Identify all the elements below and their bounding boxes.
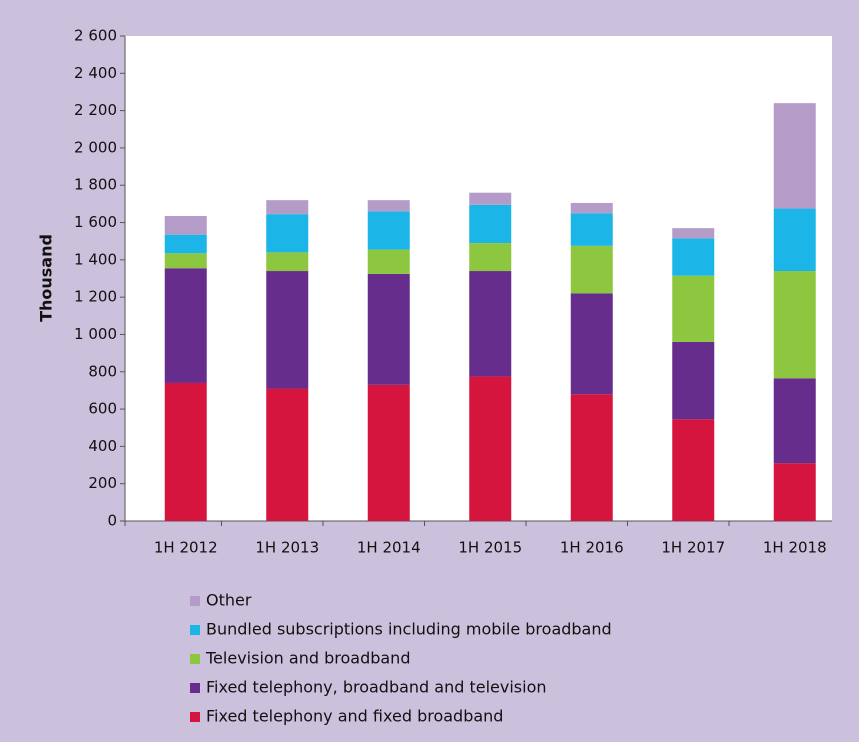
- y-tick-label: 2 200: [74, 101, 117, 119]
- legend-label: Television and broadband: [205, 649, 410, 668]
- y-tick-label: 1 000: [74, 325, 117, 343]
- y-tick-label: 1 200: [74, 288, 117, 306]
- legend-label: Other: [206, 591, 252, 610]
- bar-segment: [469, 204, 512, 244]
- bar-segment: [367, 211, 410, 250]
- y-tick-label: 800: [88, 362, 117, 380]
- bar-segment: [773, 378, 816, 464]
- y-tick-label: 200: [88, 474, 117, 492]
- bar-segment: [570, 213, 613, 246]
- x-tick-label: 1H 2014: [357, 539, 421, 557]
- y-tick-label: 2 000: [74, 138, 117, 156]
- bar-segment: [367, 273, 410, 385]
- legend-swatch: [190, 683, 200, 693]
- bar-segment: [469, 376, 512, 521]
- legend-label: Fixed telephony, broadband and televisio…: [206, 678, 547, 697]
- y-tick-label: 1 400: [74, 250, 117, 268]
- bar-segment: [164, 216, 207, 235]
- bar-segment: [570, 202, 613, 214]
- bar-segment: [672, 341, 715, 420]
- legend-swatch: [190, 654, 200, 664]
- bar-segment: [266, 200, 309, 215]
- y-tick-label: 400: [88, 437, 117, 455]
- legend-label: Fixed telephony and fixed broadband: [206, 707, 503, 726]
- bar-segment: [367, 384, 410, 521]
- bar-segment: [672, 419, 715, 521]
- bar-segment: [469, 192, 512, 205]
- bar-segment: [570, 293, 613, 395]
- y-tick-label: 600: [88, 400, 117, 418]
- bar-segment: [672, 228, 715, 239]
- x-tick-label: 1H 2015: [458, 539, 522, 557]
- bar-segment: [266, 252, 309, 272]
- bar-segment: [164, 234, 207, 254]
- bar-segment: [266, 271, 309, 389]
- y-tick-label: 2 600: [74, 27, 117, 45]
- legend-swatch: [190, 712, 200, 722]
- bar-segment: [773, 208, 816, 272]
- bar-segment: [164, 253, 207, 269]
- bar-segment: [164, 268, 207, 383]
- bar-segment: [164, 382, 207, 521]
- legend-label: Bundled subscriptions including mobile b…: [206, 620, 612, 639]
- y-tick-label: 2 400: [74, 64, 117, 82]
- x-tick-label: 1H 2016: [560, 539, 624, 557]
- bar-segment: [367, 249, 410, 274]
- x-tick-label: 1H 2013: [255, 539, 319, 557]
- bar-segment: [570, 394, 613, 521]
- bar-segment: [266, 388, 309, 521]
- bar-segment: [773, 271, 816, 379]
- bar-segment: [469, 271, 512, 377]
- legend-swatch: [190, 625, 200, 635]
- bar-segment: [773, 463, 816, 521]
- y-tick-label: 1 600: [74, 213, 117, 231]
- bar-segment: [570, 245, 613, 294]
- y-tick-label: 0: [107, 512, 117, 530]
- x-tick-label: 1H 2017: [661, 539, 725, 557]
- bar-segment: [672, 238, 715, 276]
- y-tick-label: 1 800: [74, 176, 117, 194]
- bar-segment: [469, 243, 512, 272]
- x-tick-label: 1H 2018: [763, 539, 827, 557]
- bar-segment: [773, 103, 816, 209]
- x-tick-label: 1H 2012: [154, 539, 218, 557]
- y-axis-label: Thousand: [37, 234, 56, 322]
- bar-segment: [672, 275, 715, 342]
- bar-segment: [266, 214, 309, 253]
- legend-swatch: [190, 596, 200, 606]
- bar-segment: [367, 200, 410, 212]
